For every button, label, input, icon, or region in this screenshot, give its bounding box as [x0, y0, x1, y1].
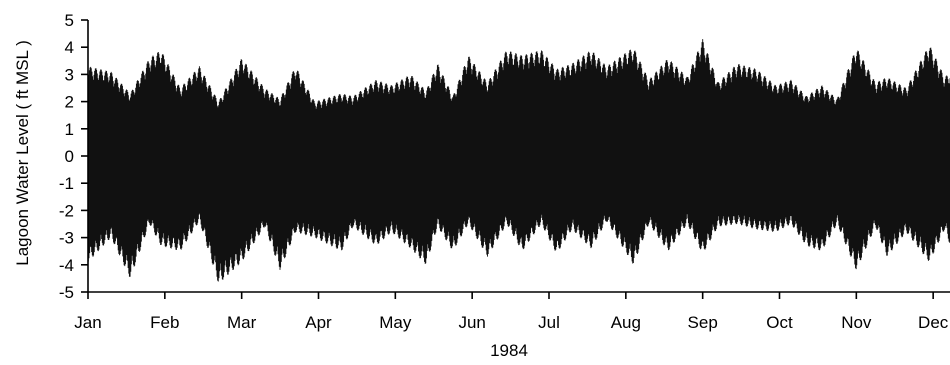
x-tick-label: Dec [918, 313, 949, 332]
y-tick-label: 5 [65, 11, 74, 30]
y-axis-title: Lagoon Water Level ( ft MSL ) [13, 40, 32, 266]
y-tick-label: 4 [65, 38, 74, 57]
y-tick-label: 2 [65, 93, 74, 112]
y-tick-label: 0 [65, 147, 74, 166]
x-tick-label: Oct [766, 313, 793, 332]
y-tick-label: -1 [59, 174, 74, 193]
y-tick-label: -2 [59, 201, 74, 220]
y-tick-label: -4 [59, 256, 74, 275]
x-tick-label: Mar [227, 313, 257, 332]
y-tick-label: -5 [59, 283, 74, 302]
x-tick-label: May [379, 313, 412, 332]
x-tick-label: Apr [305, 313, 332, 332]
x-tick-label: Feb [150, 313, 179, 332]
x-axis-title: 1984 [490, 341, 528, 360]
x-tick-label: Aug [611, 313, 641, 332]
plot-area [87, 39, 950, 282]
y-tick-label: 3 [65, 65, 74, 84]
x-tick-label: Nov [841, 313, 872, 332]
water-level-series-line [87, 39, 950, 282]
y-tick-label: 1 [65, 120, 74, 139]
y-tick-label: -3 [59, 229, 74, 248]
x-tick-label: Sep [688, 313, 718, 332]
x-tick-label: Jan [74, 313, 101, 332]
x-tick-label: Jun [458, 313, 485, 332]
x-tick-label: Jul [538, 313, 560, 332]
